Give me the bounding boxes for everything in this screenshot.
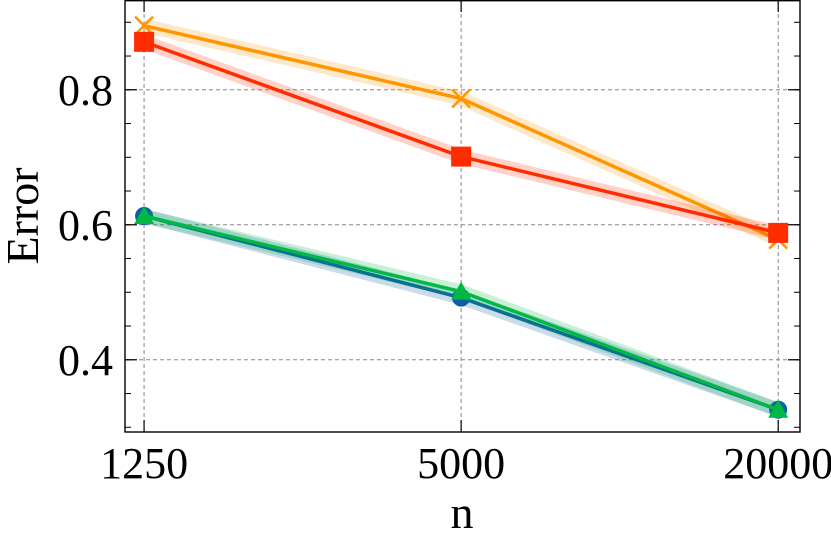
data-point xyxy=(768,399,789,418)
data-point xyxy=(451,281,472,300)
x-axis-label: n xyxy=(451,487,474,538)
data-point xyxy=(451,146,472,167)
data-point xyxy=(134,31,155,52)
plot-frame xyxy=(124,0,801,433)
data-point xyxy=(134,15,154,36)
y-tick-label: 0.8 xyxy=(58,66,113,115)
data-point xyxy=(768,222,789,243)
data-point xyxy=(451,88,472,109)
series-red-square xyxy=(134,31,789,243)
y-tick-label: 0.6 xyxy=(58,201,113,250)
ticks: 1250 5000 20000 0.4 0.6 0.8 xyxy=(58,0,831,488)
grid xyxy=(125,0,800,432)
series-green-triangle xyxy=(134,206,789,418)
x-tick-label: 20000 xyxy=(723,439,831,488)
data-point xyxy=(134,206,155,224)
series-layer xyxy=(134,15,789,419)
x-tick-label: 5000 xyxy=(417,439,505,488)
x-tick-label: 1250 xyxy=(100,439,188,488)
y-tick-label: 0.4 xyxy=(58,336,113,385)
y-axis-label: Error xyxy=(0,167,48,264)
